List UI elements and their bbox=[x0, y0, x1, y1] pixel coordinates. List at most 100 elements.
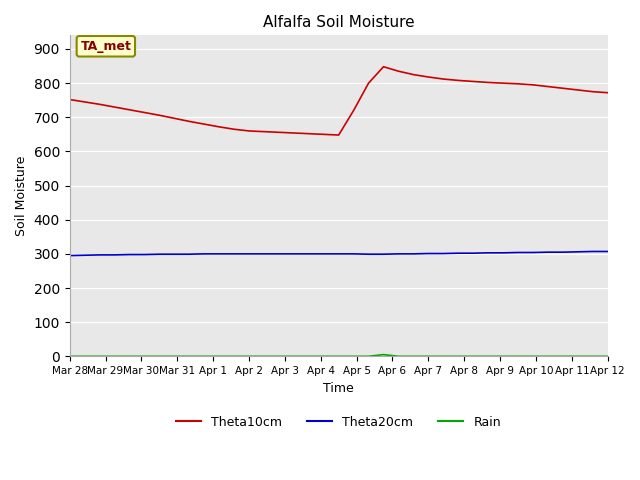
Rain bbox=[559, 353, 566, 359]
Theta20cm bbox=[290, 251, 298, 257]
Theta10cm bbox=[320, 132, 328, 137]
Rain bbox=[96, 353, 104, 359]
Rain bbox=[424, 353, 432, 359]
Rain bbox=[320, 353, 328, 359]
Theta10cm bbox=[290, 130, 298, 136]
Rain bbox=[395, 353, 403, 359]
Theta10cm bbox=[574, 87, 582, 93]
Theta20cm bbox=[440, 251, 447, 256]
Rain bbox=[170, 353, 178, 359]
Theta20cm bbox=[230, 251, 238, 257]
Theta10cm bbox=[440, 76, 447, 82]
Theta10cm bbox=[141, 109, 148, 115]
Theta20cm bbox=[604, 249, 612, 254]
Rain bbox=[589, 353, 596, 359]
Rain bbox=[275, 353, 283, 359]
Rain bbox=[305, 353, 312, 359]
Theta10cm bbox=[81, 99, 88, 105]
Theta20cm bbox=[454, 250, 462, 256]
Theta20cm bbox=[141, 252, 148, 257]
Line: Theta20cm: Theta20cm bbox=[70, 252, 608, 255]
Rain bbox=[156, 353, 163, 359]
Theta10cm bbox=[350, 108, 358, 113]
Theta10cm bbox=[245, 128, 253, 134]
Theta20cm bbox=[424, 251, 432, 256]
Rain bbox=[410, 353, 417, 359]
Theta20cm bbox=[186, 252, 193, 257]
Theta10cm bbox=[186, 119, 193, 124]
Theta20cm bbox=[200, 251, 208, 257]
Rain bbox=[380, 352, 387, 358]
Theta20cm bbox=[380, 252, 387, 257]
Theta20cm bbox=[156, 252, 163, 257]
Rain bbox=[484, 353, 492, 359]
Rain bbox=[514, 353, 522, 359]
Rain bbox=[544, 353, 552, 359]
Rain bbox=[200, 353, 208, 359]
Y-axis label: Soil Moisture: Soil Moisture bbox=[15, 156, 28, 236]
Theta10cm bbox=[604, 90, 612, 96]
Theta20cm bbox=[335, 251, 342, 257]
Text: TA_met: TA_met bbox=[81, 40, 131, 53]
Theta20cm bbox=[320, 251, 328, 257]
Rain bbox=[350, 353, 358, 359]
Theta20cm bbox=[305, 251, 312, 257]
Theta20cm bbox=[275, 251, 283, 257]
Title: Alfalfa Soil Moisture: Alfalfa Soil Moisture bbox=[263, 15, 415, 30]
Theta20cm bbox=[365, 252, 372, 257]
Line: Theta10cm: Theta10cm bbox=[70, 67, 608, 135]
Theta10cm bbox=[469, 79, 477, 84]
Rain bbox=[574, 353, 582, 359]
Rain bbox=[215, 353, 223, 359]
Theta10cm bbox=[529, 82, 537, 88]
Rain bbox=[230, 353, 238, 359]
Rain bbox=[260, 353, 268, 359]
Theta10cm bbox=[589, 89, 596, 95]
Theta20cm bbox=[245, 251, 253, 257]
Rain bbox=[125, 353, 133, 359]
Line: Rain: Rain bbox=[70, 355, 608, 356]
Theta20cm bbox=[395, 251, 403, 257]
Rain bbox=[141, 353, 148, 359]
Rain bbox=[81, 353, 88, 359]
Theta10cm bbox=[305, 131, 312, 136]
Theta10cm bbox=[544, 84, 552, 89]
Theta20cm bbox=[484, 250, 492, 256]
Rain bbox=[469, 353, 477, 359]
Theta10cm bbox=[410, 72, 417, 77]
Theta10cm bbox=[200, 121, 208, 127]
Rain bbox=[66, 353, 74, 359]
Theta10cm bbox=[424, 74, 432, 80]
Theta20cm bbox=[96, 252, 104, 258]
Theta10cm bbox=[260, 129, 268, 134]
Rain bbox=[529, 353, 537, 359]
Theta10cm bbox=[365, 80, 372, 86]
Theta10cm bbox=[66, 96, 74, 102]
Rain bbox=[454, 353, 462, 359]
Theta20cm bbox=[499, 250, 507, 256]
Rain bbox=[111, 353, 118, 359]
Rain bbox=[290, 353, 298, 359]
Theta20cm bbox=[469, 250, 477, 256]
Theta10cm bbox=[484, 80, 492, 85]
Theta20cm bbox=[125, 252, 133, 257]
Theta20cm bbox=[410, 251, 417, 257]
Theta10cm bbox=[111, 104, 118, 110]
X-axis label: Time: Time bbox=[323, 382, 354, 395]
Theta20cm bbox=[260, 251, 268, 257]
Theta20cm bbox=[529, 250, 537, 255]
Theta20cm bbox=[215, 251, 223, 257]
Theta10cm bbox=[96, 101, 104, 107]
Theta10cm bbox=[230, 126, 238, 132]
Theta10cm bbox=[156, 112, 163, 118]
Rain bbox=[365, 353, 372, 359]
Rain bbox=[186, 353, 193, 359]
Theta20cm bbox=[514, 250, 522, 255]
Theta20cm bbox=[589, 249, 596, 254]
Theta20cm bbox=[559, 249, 566, 255]
Rain bbox=[440, 353, 447, 359]
Theta10cm bbox=[335, 132, 342, 138]
Theta20cm bbox=[544, 249, 552, 255]
Theta10cm bbox=[454, 78, 462, 84]
Theta20cm bbox=[111, 252, 118, 258]
